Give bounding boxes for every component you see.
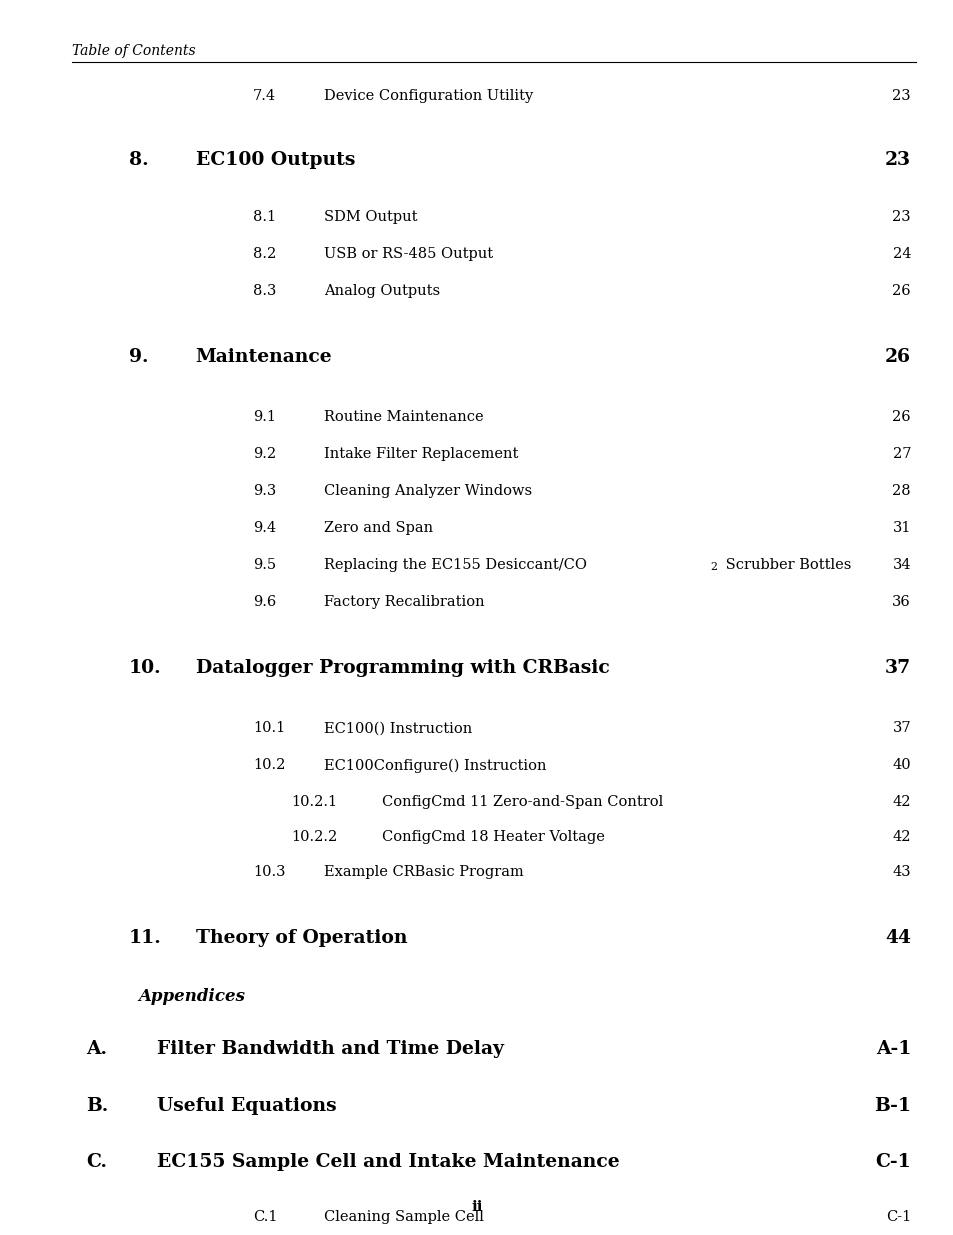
- Text: Scrubber Bottles: Scrubber Bottles: [720, 558, 851, 572]
- Text: 10.2.1: 10.2.1: [291, 795, 336, 809]
- Text: 23: 23: [891, 210, 910, 224]
- Text: 8.: 8.: [129, 151, 149, 169]
- Text: 10.: 10.: [129, 659, 161, 678]
- Text: EC155 Sample Cell and Intake Maintenance: EC155 Sample Cell and Intake Maintenance: [157, 1153, 619, 1172]
- Text: 10.3: 10.3: [253, 864, 285, 878]
- Text: 24: 24: [892, 247, 910, 261]
- Text: 23: 23: [884, 151, 910, 169]
- Text: Zero and Span: Zero and Span: [324, 521, 433, 535]
- Text: EC100 Outputs: EC100 Outputs: [195, 151, 355, 169]
- Text: EC100Configure() Instruction: EC100Configure() Instruction: [324, 758, 546, 773]
- Text: 9.6: 9.6: [253, 595, 275, 609]
- Text: 42: 42: [892, 830, 910, 844]
- Text: 10.1: 10.1: [253, 721, 285, 735]
- Text: 2: 2: [710, 562, 717, 572]
- Text: 40: 40: [891, 758, 910, 772]
- Text: 27: 27: [892, 447, 910, 461]
- Text: A-1: A-1: [875, 1040, 910, 1058]
- Text: Maintenance: Maintenance: [195, 348, 332, 367]
- Text: 9.4: 9.4: [253, 521, 275, 535]
- Text: B-1: B-1: [873, 1097, 910, 1115]
- Text: 26: 26: [891, 284, 910, 298]
- Text: C.: C.: [86, 1153, 107, 1172]
- Text: 9.3: 9.3: [253, 484, 275, 498]
- Text: 23: 23: [891, 89, 910, 103]
- Text: SDM Output: SDM Output: [324, 210, 417, 224]
- Text: Useful Equations: Useful Equations: [157, 1097, 336, 1115]
- Text: Appendices: Appendices: [138, 988, 245, 1005]
- Text: 28: 28: [891, 484, 910, 498]
- Text: 26: 26: [891, 410, 910, 424]
- Text: 8.1: 8.1: [253, 210, 275, 224]
- Text: 31: 31: [892, 521, 910, 535]
- Text: USB or RS-485 Output: USB or RS-485 Output: [324, 247, 493, 261]
- Text: 34: 34: [891, 558, 910, 572]
- Text: Routine Maintenance: Routine Maintenance: [324, 410, 483, 424]
- Text: 42: 42: [892, 795, 910, 809]
- Text: ii: ii: [471, 1200, 482, 1214]
- Text: Example CRBasic Program: Example CRBasic Program: [324, 864, 523, 878]
- Text: Intake Filter Replacement: Intake Filter Replacement: [324, 447, 518, 461]
- Text: Replacing the EC155 Desiccant/CO: Replacing the EC155 Desiccant/CO: [324, 558, 587, 572]
- Text: 37: 37: [884, 659, 910, 678]
- Text: Table of Contents: Table of Contents: [71, 44, 195, 58]
- Text: 7.4: 7.4: [253, 89, 275, 103]
- Text: Analog Outputs: Analog Outputs: [324, 284, 440, 298]
- Text: ConfigCmd 11 Zero-and-Span Control: ConfigCmd 11 Zero-and-Span Control: [381, 795, 662, 809]
- Text: Cleaning Sample Cell: Cleaning Sample Cell: [324, 1210, 484, 1224]
- Text: C.1: C.1: [253, 1210, 277, 1224]
- Text: 44: 44: [884, 929, 910, 947]
- Text: 11.: 11.: [129, 929, 161, 947]
- Text: 9.: 9.: [129, 348, 148, 367]
- Text: C-1: C-1: [875, 1153, 910, 1172]
- Text: B.: B.: [86, 1097, 108, 1115]
- Text: 8.2: 8.2: [253, 247, 275, 261]
- Text: 43: 43: [891, 864, 910, 878]
- Text: Theory of Operation: Theory of Operation: [195, 929, 407, 947]
- Text: 9.5: 9.5: [253, 558, 275, 572]
- Text: A.: A.: [86, 1040, 107, 1058]
- Text: Datalogger Programming with CRBasic: Datalogger Programming with CRBasic: [195, 659, 609, 678]
- Text: 9.1: 9.1: [253, 410, 275, 424]
- Text: Filter Bandwidth and Time Delay: Filter Bandwidth and Time Delay: [157, 1040, 504, 1058]
- Text: 10.2: 10.2: [253, 758, 285, 772]
- Text: 10.2.2: 10.2.2: [291, 830, 336, 844]
- Text: Device Configuration Utility: Device Configuration Utility: [324, 89, 533, 103]
- Text: EC100() Instruction: EC100() Instruction: [324, 721, 472, 735]
- Text: C-1: C-1: [885, 1210, 910, 1224]
- Text: ConfigCmd 18 Heater Voltage: ConfigCmd 18 Heater Voltage: [381, 830, 604, 844]
- Text: Cleaning Analyzer Windows: Cleaning Analyzer Windows: [324, 484, 532, 498]
- Text: 26: 26: [884, 348, 910, 367]
- Text: Factory Recalibration: Factory Recalibration: [324, 595, 484, 609]
- Text: 36: 36: [891, 595, 910, 609]
- Text: 37: 37: [891, 721, 910, 735]
- Text: 8.3: 8.3: [253, 284, 276, 298]
- Text: 9.2: 9.2: [253, 447, 275, 461]
